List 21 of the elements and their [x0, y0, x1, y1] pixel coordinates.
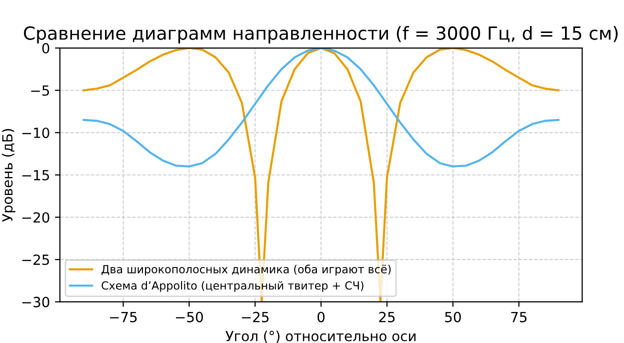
x-tick-label: −50 [176, 312, 203, 322]
y-tick-label: −15 [22, 170, 49, 180]
x-tick-label: −25 [242, 312, 269, 322]
x-tick-label: 50 [445, 312, 461, 322]
y-tick-label: −5 [31, 85, 49, 96]
y-tick-label: −30 [22, 296, 50, 308]
legend-label: Два широкополосных динамика (оба играют всё) [102, 264, 391, 276]
line-series [82, 48, 560, 302]
line-series [82, 48, 560, 168]
y-axis-title: Уровень (дБ) [2, 129, 16, 222]
x-tick-label: −75 [110, 312, 137, 322]
legend-label: Схема d’Appolito (центральный твитер + СЧ) [102, 281, 364, 292]
x-tick-label: 75 [511, 312, 527, 322]
y-tick-label: −10 [22, 128, 50, 138]
x-axis-title: Угол (°) относительно оси [226, 330, 416, 343]
y-tick-label: −20 [22, 212, 50, 223]
y-tick-label: 0 [42, 42, 50, 54]
y-tick-label: −25 [22, 254, 49, 266]
x-tick-label: 25 [379, 312, 395, 322]
x-tick-label: 0 [318, 312, 325, 322]
chart-title: Сравнение диаграмм направленности (f = 3000 Гц, d = 15 см) [24, 26, 618, 44]
